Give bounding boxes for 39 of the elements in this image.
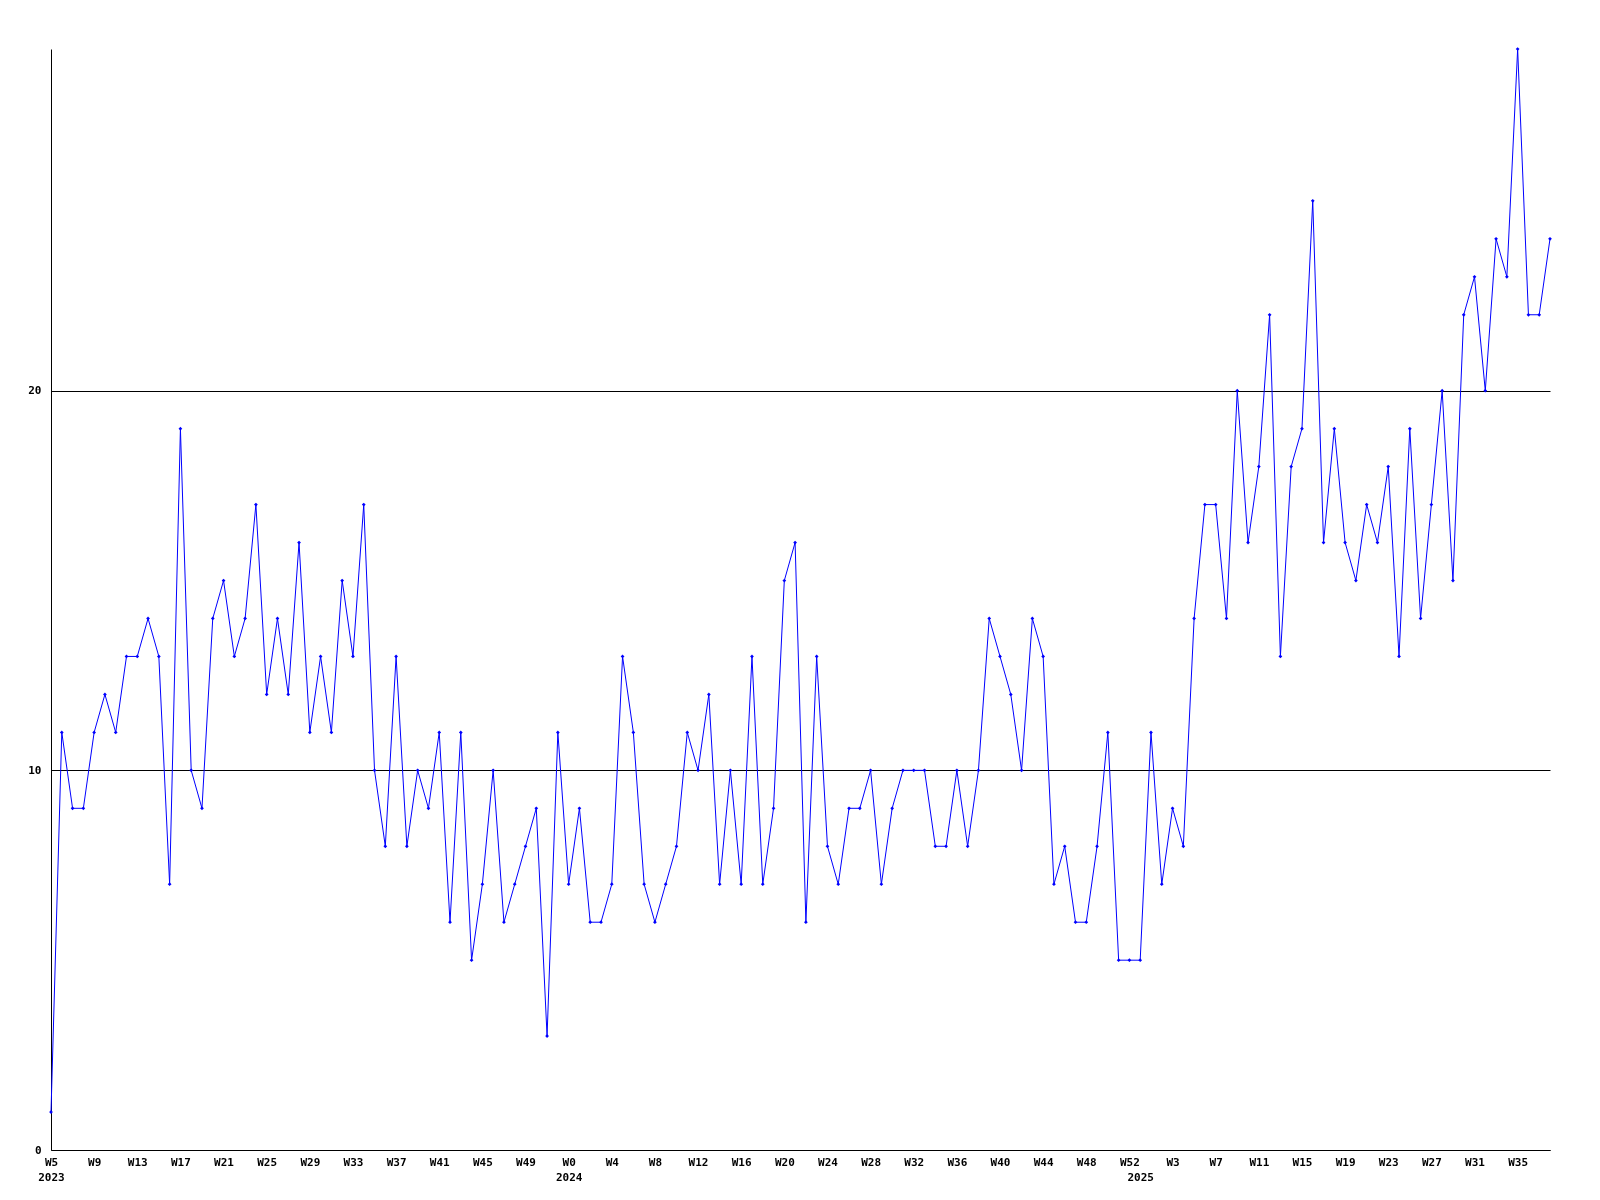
x-tick-label: W32: [904, 1155, 925, 1169]
x-tick-label: W45: [472, 1155, 493, 1169]
x-tick-label: W7: [1209, 1155, 1223, 1169]
x-tick-label: W15: [1292, 1155, 1313, 1169]
x-tick-label: W11: [1249, 1155, 1270, 1169]
x-tick-label: W33: [343, 1155, 364, 1169]
x-tick-label: W27: [1421, 1155, 1442, 1169]
x-tick-label: W19: [1335, 1155, 1356, 1169]
x-tick-label: W4: [605, 1155, 620, 1169]
x-tick-label: W37: [386, 1155, 407, 1169]
y-tick-label: 0: [34, 1143, 42, 1157]
x-tick-label: W35: [1508, 1155, 1529, 1169]
x-tick-label: W23: [1378, 1155, 1399, 1169]
x-tick-label: W52: [1119, 1155, 1140, 1169]
x-tick-label: W3: [1166, 1155, 1180, 1169]
x-tick-label: W8: [648, 1155, 663, 1169]
x-tick-label: W40: [990, 1155, 1011, 1169]
x-tick-label: W12: [688, 1155, 709, 1169]
x-tick-label: W29: [300, 1155, 321, 1169]
x-tick-label: W24: [818, 1155, 839, 1169]
x-tick-label: W31: [1465, 1155, 1486, 1169]
x-tick-label: W48: [1076, 1155, 1097, 1169]
x-tick-label: W9: [88, 1155, 102, 1169]
x-tick-label: W17: [170, 1155, 191, 1169]
x-tick-label: W41: [429, 1155, 451, 1169]
x-tick-label: W28: [861, 1155, 882, 1169]
x-tick-label: 2025: [1127, 1170, 1154, 1184]
x-tick-label: W5 2023: [38, 1155, 65, 1184]
y-tick-label: 20: [28, 384, 42, 398]
y-tick-label: 10: [28, 763, 42, 777]
x-tick-label: W20: [774, 1155, 795, 1169]
x-tick-label: W16: [731, 1155, 752, 1169]
x-tick-label: W36: [947, 1155, 968, 1169]
x-tick-label: W44: [1033, 1155, 1054, 1169]
x-tick-label: W13: [127, 1155, 148, 1169]
x-tick-label: W25: [257, 1155, 278, 1169]
x-tick-label: W21: [214, 1155, 235, 1169]
x-tick-label: W0 2024: [555, 1155, 583, 1184]
x-tick-label: W49: [516, 1155, 536, 1169]
